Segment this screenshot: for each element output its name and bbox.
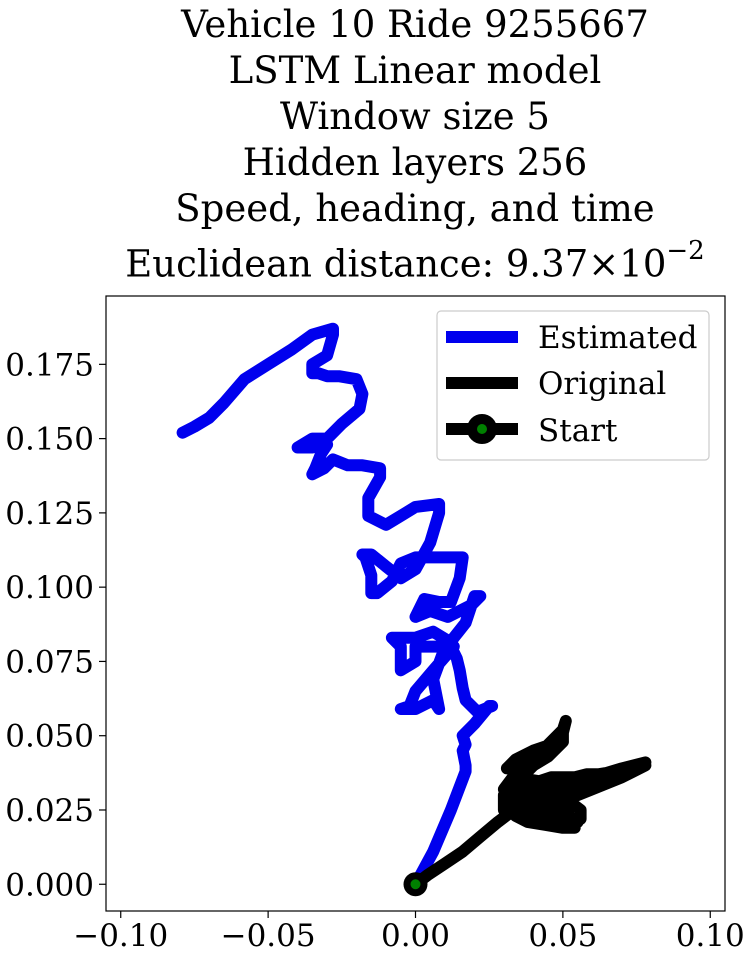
x-tick-label: −0.10 bbox=[73, 918, 168, 954]
title-line-3: Window size 5 bbox=[280, 95, 550, 138]
title-line-1: Vehicle 10 Ride 9255667 bbox=[181, 3, 649, 46]
y-tick-label: 0.025 bbox=[5, 793, 94, 829]
distance-prefix: Euclidean distance: bbox=[125, 242, 506, 286]
y-tick-label: 0.150 bbox=[5, 422, 94, 458]
title-line-4: Hidden layers 256 bbox=[242, 141, 588, 184]
y-tick-label: 0.000 bbox=[5, 867, 94, 903]
distance-exponent: −2 bbox=[666, 236, 705, 266]
series-line-estimated bbox=[176, 322, 499, 891]
x-tick-label: 0.05 bbox=[528, 918, 597, 954]
x-tick-label: 0.00 bbox=[381, 918, 450, 954]
y-tick-label: 0.100 bbox=[5, 570, 94, 606]
legend-label-original: Original bbox=[538, 366, 666, 402]
y-axis: 0.000 0.025 0.050 0.075 0.100 0.125 0.150 0.175 bbox=[5, 347, 106, 903]
x-tick-label: −0.05 bbox=[221, 918, 316, 954]
y-tick-label: 0.050 bbox=[5, 719, 94, 755]
title-line-6: Euclidean distance: 9.37×10−2 bbox=[0, 232, 753, 287]
title-line-5: Speed, heading, and time bbox=[175, 187, 655, 230]
y-tick-label: 0.175 bbox=[5, 347, 94, 383]
y-tick-label: 0.075 bbox=[5, 644, 94, 680]
start-layer bbox=[403, 872, 428, 897]
y-tick-label: 0.125 bbox=[5, 496, 94, 532]
chart-title: Vehicle 10 Ride 9255667 LSTM Linear mode… bbox=[0, 2, 753, 287]
start-marker-core bbox=[410, 879, 421, 890]
distance-times: × bbox=[588, 242, 620, 286]
title-line-2: LSTM Linear model bbox=[228, 49, 602, 92]
legend-frame bbox=[436, 310, 710, 461]
series-layer bbox=[176, 322, 652, 891]
distance-mantissa: 9.37 bbox=[505, 242, 589, 286]
legend-label-start: Start bbox=[538, 413, 618, 449]
legend-label-estimated: Estimated bbox=[538, 320, 697, 356]
x-tick-label: 0.10 bbox=[676, 918, 745, 954]
distance-base: 10 bbox=[619, 242, 667, 286]
legend: Estimated Original Start bbox=[436, 310, 710, 461]
legend-start-marker-core bbox=[477, 424, 487, 434]
series-line-original bbox=[409, 714, 652, 891]
x-axis: −0.10 −0.05 0.00 0.05 0.10 bbox=[73, 911, 745, 954]
